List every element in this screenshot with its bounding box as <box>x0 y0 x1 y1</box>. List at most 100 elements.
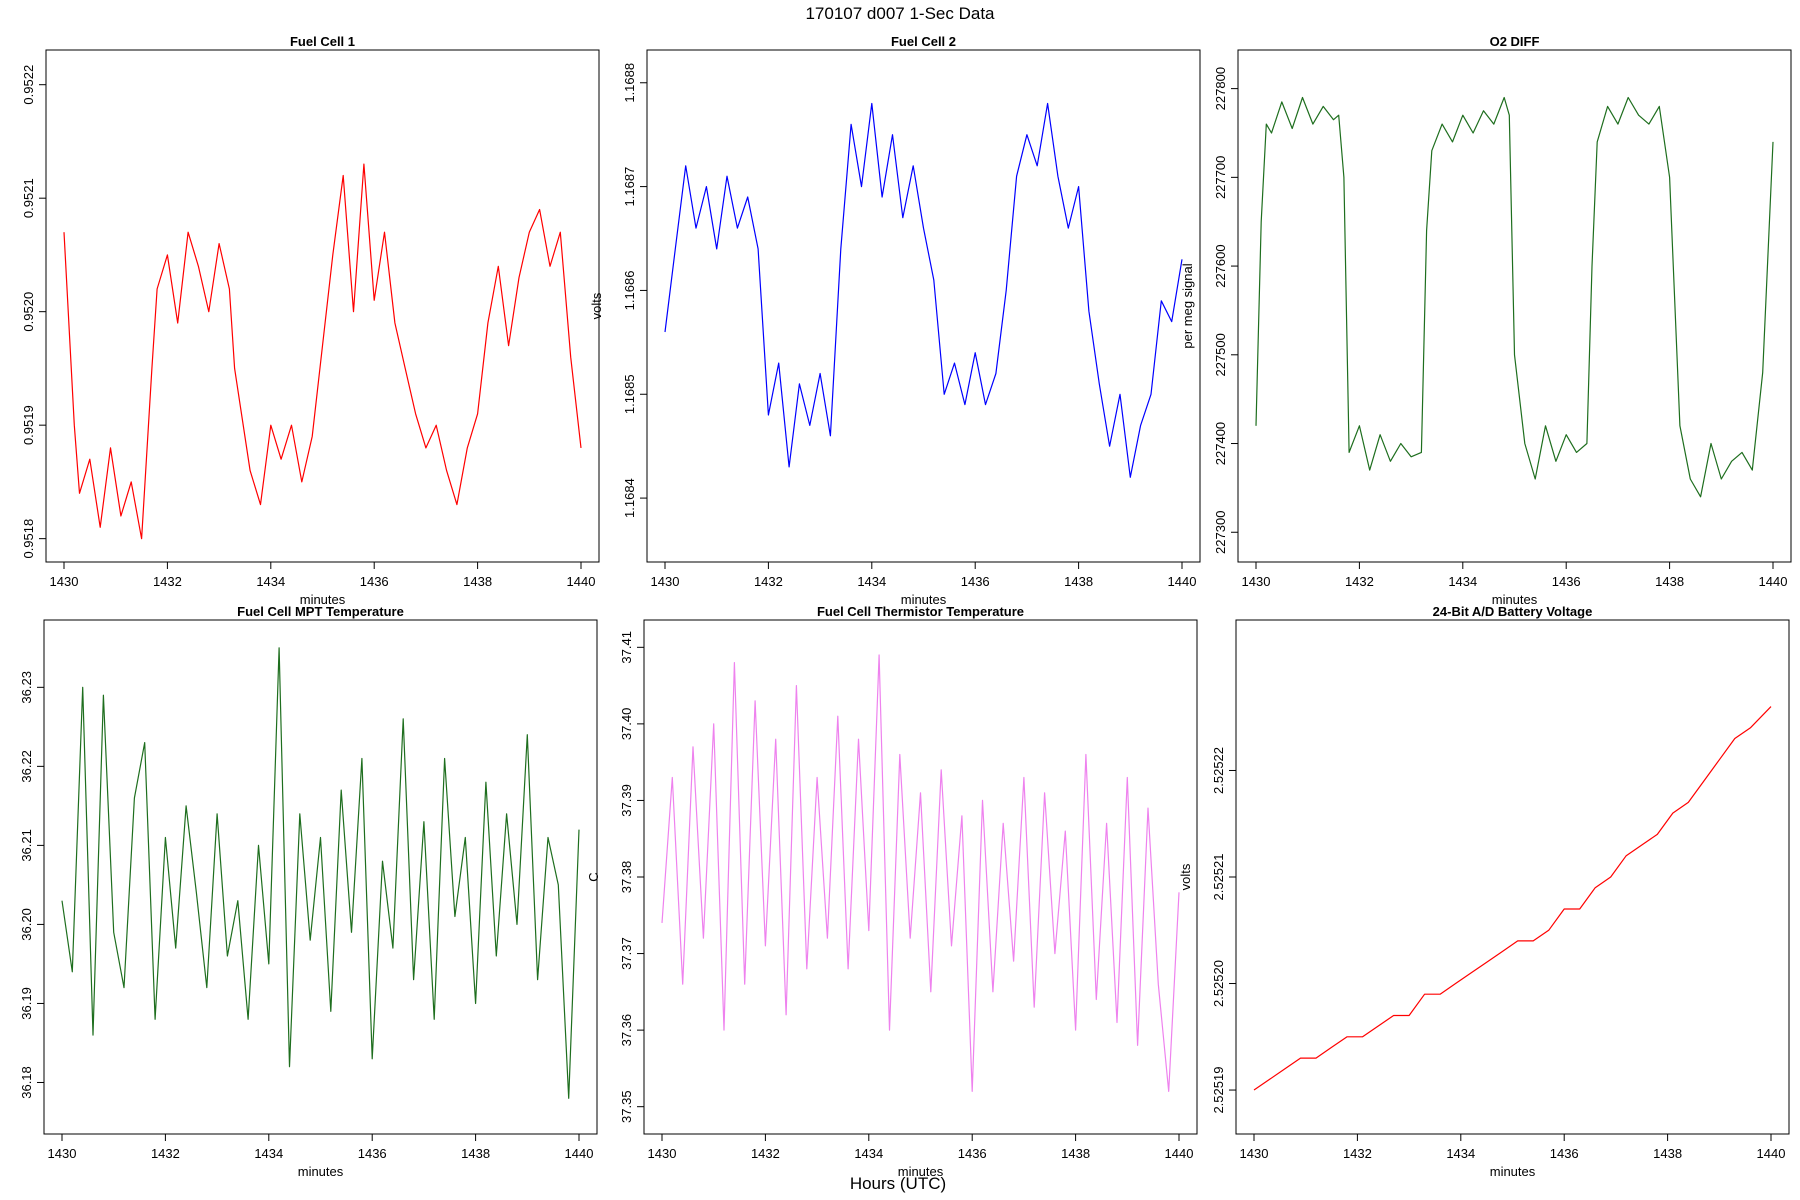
y-tick-label: 36.22 <box>19 750 34 783</box>
x-tick-label: 1434 <box>1446 1146 1475 1161</box>
plot-frame <box>43 619 598 1135</box>
x-tick-label: 1430 <box>48 1146 77 1161</box>
x-axis-label: minutes <box>901 592 947 607</box>
series-line-1 <box>61 647 580 1099</box>
x-tick-label: 1434 <box>854 1146 883 1161</box>
y-tick-label: 36.19 <box>19 987 34 1020</box>
series-line-1 <box>1255 96 1774 498</box>
x-axis-label: minutes <box>1490 1164 1536 1179</box>
panel-24-bit-a-d-battery-voltage: 24-Bit A/D Battery Voltage minutes volts 14… <box>1178 604 1790 1179</box>
y-tick-label: 0.9519 <box>21 405 36 445</box>
x-axis-label: minutes <box>1492 592 1538 607</box>
x-tick-label: 1440 <box>1165 1146 1194 1161</box>
global-x-axis-label: Hours (UTC) <box>850 1174 946 1193</box>
x-tick-label: 1430 <box>648 1146 677 1161</box>
x-tick-label: 1434 <box>857 574 886 589</box>
plot-frame <box>646 49 1201 563</box>
y-tick-label: 37.41 <box>619 631 634 664</box>
y-tick-label: 1.1687 <box>622 167 637 207</box>
x-tick-label: 1432 <box>1345 574 1374 589</box>
x-tick-label: 1440 <box>567 574 596 589</box>
panel-title: 24-Bit A/D Battery Voltage <box>1433 604 1593 619</box>
y-tick-label: 36.23 <box>19 671 34 704</box>
y-tick-label: 227800 <box>1213 67 1228 110</box>
x-tick-label: 1440 <box>1168 574 1197 589</box>
x-tick-label: 1430 <box>1242 574 1271 589</box>
x-tick-label: 1438 <box>1064 574 1093 589</box>
x-tick-label: 1436 <box>1550 1146 1579 1161</box>
panel-title: O2 DIFF <box>1490 34 1540 49</box>
x-tick-label: 1430 <box>50 574 79 589</box>
y-tick-label: 227300 <box>1213 511 1228 554</box>
y-tick-label: 0.9520 <box>21 292 36 332</box>
panel-fuel-cell-thermistor-temperature: Fuel Cell Thermistor Temperature minutes C… <box>586 604 1198 1179</box>
x-tick-label: 1434 <box>1448 574 1477 589</box>
y-tick-label: 37.35 <box>619 1090 634 1123</box>
x-tick-label: 1430 <box>651 574 680 589</box>
plot-frame <box>45 49 600 563</box>
y-axis-label: volts <box>0 292 3 319</box>
x-tick-label: 1436 <box>358 1146 387 1161</box>
x-tick-label: 1440 <box>1759 574 1788 589</box>
panel-title: Fuel Cell Thermistor Temperature <box>817 604 1024 619</box>
panel-o2-diff: O2 DIFF minutes per meg signal 1430 1432 1434… <box>1180 34 1792 607</box>
x-tick-label: 1430 <box>1240 1146 1269 1161</box>
y-axis-label: volts <box>589 292 604 319</box>
y-tick-label: 227400 <box>1213 422 1228 465</box>
panel-fuel-cell-2: Fuel Cell 2 minutes volts 1430 1432 1434 1436 1… <box>589 34 1201 607</box>
x-tick-label: 1434 <box>254 1146 283 1161</box>
x-tick-label: 1438 <box>461 1146 490 1161</box>
y-tick-label: 0.9518 <box>21 519 36 559</box>
x-axis-label: minutes <box>898 1164 944 1179</box>
y-tick-label: 2.52522 <box>1211 747 1226 794</box>
y-axis-label: volts <box>1178 863 1193 890</box>
y-tick-label: 2.52520 <box>1211 960 1226 1007</box>
x-tick-label: 1436 <box>958 1146 987 1161</box>
y-tick-label: 227700 <box>1213 156 1228 199</box>
y-tick-label: 37.36 <box>619 1014 634 1047</box>
y-tick-label: 37.37 <box>619 937 634 970</box>
y-tick-label: 227500 <box>1213 333 1228 376</box>
y-tick-label: 1.1686 <box>622 271 637 311</box>
y-tick-label: 0.9521 <box>21 178 36 218</box>
y-tick-label: 0.9522 <box>21 65 36 105</box>
x-tick-label: 1438 <box>463 574 492 589</box>
y-axis-label: C <box>586 872 601 881</box>
y-tick-label: 37.39 <box>619 784 634 817</box>
series-line-1 <box>1253 706 1772 1091</box>
panel-fuel-cell-mpt-temperature: Fuel Cell MPT Temperature minutes C 1430 143… <box>0 604 598 1179</box>
panel-title: Fuel Cell 2 <box>891 34 956 49</box>
panel-title: Fuel Cell MPT Temperature <box>237 604 404 619</box>
plot-frame <box>1237 49 1792 563</box>
y-tick-label: 2.52519 <box>1211 1067 1226 1114</box>
x-tick-label: 1438 <box>1655 574 1684 589</box>
y-axis-label: C <box>0 872 1 881</box>
x-axis-label: minutes <box>298 1164 344 1179</box>
y-tick-label: 36.20 <box>19 908 34 941</box>
panel-grid: Fuel Cell 1 minutes volts 1430 1432 1434 1436 1… <box>0 34 1792 1179</box>
x-tick-label: 1438 <box>1061 1146 1090 1161</box>
x-tick-label: 1432 <box>1343 1146 1372 1161</box>
panel-fuel-cell-1: Fuel Cell 1 minutes volts 1430 1432 1434 1436 1… <box>0 34 600 607</box>
x-tick-label: 1436 <box>961 574 990 589</box>
y-tick-label: 36.21 <box>19 829 34 862</box>
x-tick-label: 1440 <box>565 1146 594 1161</box>
x-tick-label: 1436 <box>1552 574 1581 589</box>
series-line-1 <box>661 654 1180 1093</box>
x-tick-label: 1436 <box>360 574 389 589</box>
x-tick-label: 1434 <box>256 574 285 589</box>
series-line-1 <box>63 163 582 540</box>
x-tick-label: 1432 <box>153 574 182 589</box>
y-tick-label: 1.1685 <box>622 374 637 414</box>
y-tick-label: 37.38 <box>619 861 634 894</box>
x-tick-label: 1432 <box>751 1146 780 1161</box>
x-axis-label: minutes <box>300 592 346 607</box>
panel-title: Fuel Cell 1 <box>290 34 355 49</box>
page-title: 170107 d007 1-Sec Data <box>805 4 995 23</box>
x-tick-label: 1432 <box>754 574 783 589</box>
y-tick-label: 227600 <box>1213 244 1228 287</box>
y-tick-label: 37.40 <box>619 708 634 741</box>
y-tick-label: 36.18 <box>19 1066 34 1099</box>
series-line-1 <box>664 102 1183 478</box>
